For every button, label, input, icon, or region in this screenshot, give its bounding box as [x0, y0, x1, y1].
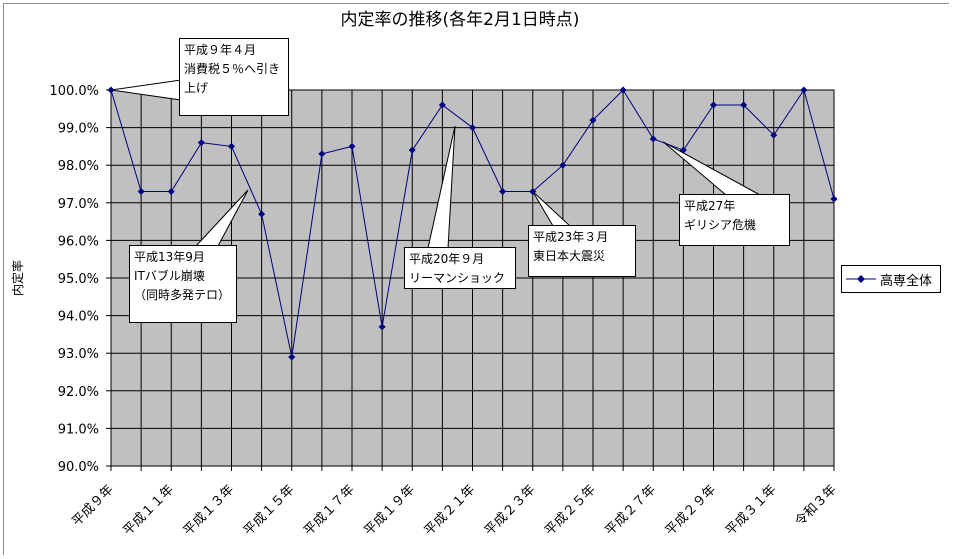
- chart-title: 内定率の推移(各年2月1日時点): [341, 10, 580, 30]
- annotation-h13: 平成13年9月 ITバブル崩壊 （同時多発テロ）: [129, 245, 237, 323]
- data-point: [228, 142, 235, 150]
- annotation-h23: 平成23年３月 東日本大震災: [528, 225, 636, 277]
- data-point: [740, 101, 748, 109]
- y-axis-ticks: 90.0% 91.0% 92.0% 93.0% 94.0% 95.0% 96.0% 97.0%…: [49, 84, 111, 475]
- data-point: [167, 188, 175, 196]
- y-axis-label: 内定率: [10, 260, 25, 296]
- series-markers: [107, 86, 838, 361]
- y-tick-label: 92.0%: [58, 385, 99, 400]
- y-tick-label: 95.0%: [58, 272, 99, 287]
- annotation-h9: 平成９年４月 消費税５％へ引き 上げ: [179, 38, 289, 116]
- y-tick-label: 90.0%: [58, 460, 99, 475]
- data-point: [258, 210, 266, 218]
- y-tick-label: 91.0%: [58, 422, 99, 437]
- data-point: [679, 146, 687, 154]
- x-tick-label: 平成１１年: [120, 482, 177, 539]
- data-point: [770, 131, 778, 139]
- data-point: [830, 195, 838, 203]
- data-point: [529, 188, 537, 196]
- x-tick-label: 平成２１年: [422, 482, 479, 539]
- y-tick-label: 97.0%: [58, 197, 99, 212]
- x-tick-label: 平成２９年: [663, 482, 720, 539]
- annotation-h27: 平成27年 ギリシア危機: [679, 194, 790, 246]
- legend-marker-icon: [846, 275, 876, 283]
- x-tick-label: 平成９年: [69, 482, 116, 529]
- data-point: [408, 146, 416, 154]
- x-axis-ticks: 平成９年 平成１１年 平成１３年 平成１５年 平成１７年 平成１９年 平成２１年 平成２３年平…: [69, 466, 840, 539]
- y-tick-label: 100.0%: [49, 84, 99, 99]
- data-point: [649, 135, 657, 143]
- data-point: [318, 150, 326, 158]
- data-point: [800, 86, 808, 94]
- x-tick-label: 平成１３年: [181, 482, 238, 539]
- y-tick-label: 94.0%: [58, 310, 99, 325]
- x-tick-label: 平成１９年: [361, 482, 418, 539]
- data-point: [499, 188, 507, 196]
- data-point: [107, 86, 115, 94]
- data-point: [559, 161, 567, 169]
- y-tick-label: 93.0%: [58, 347, 99, 362]
- data-point: [348, 142, 356, 150]
- y-tick-label: 96.0%: [58, 234, 99, 249]
- y-tick-label: 98.0%: [58, 159, 99, 174]
- x-tick-label: 平成２５年: [542, 482, 599, 539]
- y-tick-label: 99.0%: [58, 122, 99, 137]
- data-point: [438, 101, 446, 109]
- annotation-h20: 平成20年９月 リーマンショック: [404, 247, 516, 289]
- data-point: [137, 188, 145, 196]
- data-point: [710, 101, 717, 109]
- data-point: [288, 353, 296, 361]
- x-tick-label: 平成２３年: [482, 482, 539, 539]
- x-tick-label: 令和３年: [792, 482, 839, 529]
- data-point: [589, 116, 597, 124]
- data-point: [619, 86, 627, 94]
- x-tick-label: 平成２７年: [602, 482, 659, 539]
- data-point: [378, 323, 386, 331]
- x-tick-label: 平成１７年: [301, 482, 358, 539]
- data-point: [197, 139, 205, 147]
- x-tick-label: 平成１５年: [241, 482, 298, 539]
- legend: 高専全体: [841, 265, 941, 293]
- data-point: [469, 124, 476, 132]
- legend-label: 高専全体: [880, 273, 933, 289]
- x-tick-label: 平成３１年: [723, 482, 780, 539]
